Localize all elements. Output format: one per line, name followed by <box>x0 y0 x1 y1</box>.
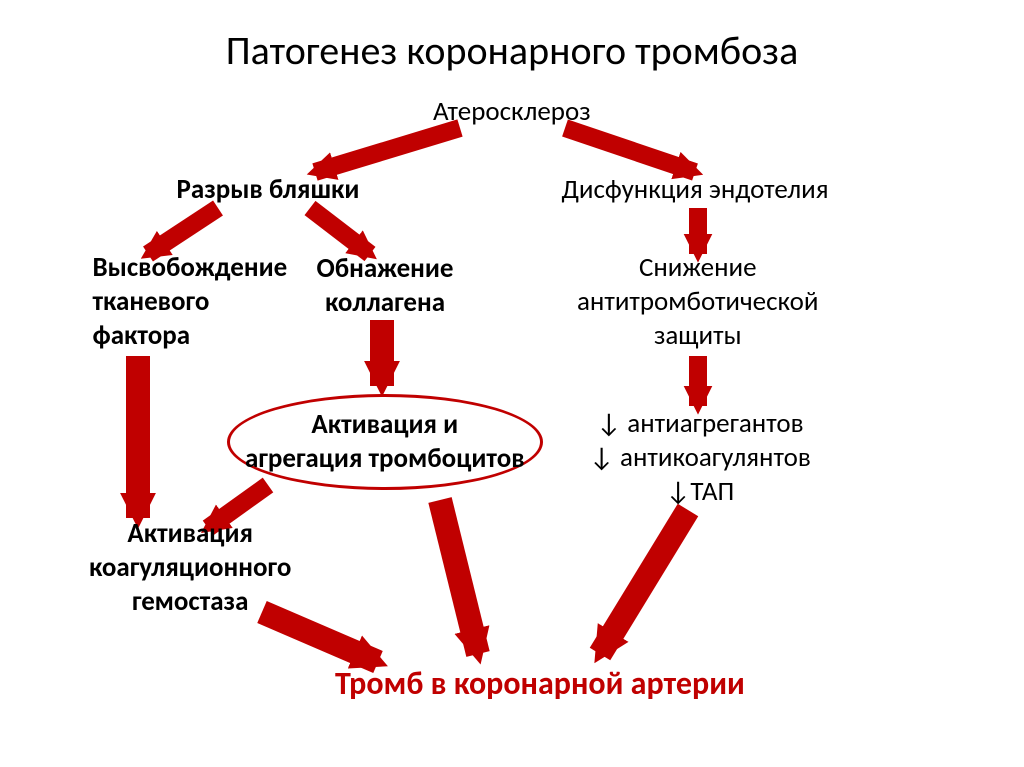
node-thrombus: Тромб в коронарной артерии <box>335 664 745 704</box>
arrow-10 <box>262 612 378 662</box>
node-collagen: Обнажение коллагена <box>317 252 454 320</box>
node-atheroscl: Атеросклероз <box>433 95 591 129</box>
node-coag: Активация коагуляционного гемостаза <box>89 517 291 618</box>
node-protect: Снижение антитромботической защиты <box>577 251 819 352</box>
arrow-11 <box>600 510 688 654</box>
arrow-1 <box>565 128 695 172</box>
arrow-3 <box>310 208 370 254</box>
node-platelets: Активация и агрегация тромбоцитов <box>245 408 525 476</box>
arrow-9 <box>440 500 478 654</box>
node-rupture: Разрыв бляшки <box>177 173 360 207</box>
node-tf: Высвобождение тканевого фактора <box>93 251 288 352</box>
node-dysfunc: Дисфункция эндотелия <box>562 173 829 207</box>
title: Патогенез коронарного тромбоза <box>0 26 1024 76</box>
node-decrease: ↓ антиагрегантов ↓ антикоагулянтов ↓ТАП <box>590 407 811 508</box>
arrow-2 <box>148 208 218 254</box>
arrow-0 <box>315 128 460 172</box>
